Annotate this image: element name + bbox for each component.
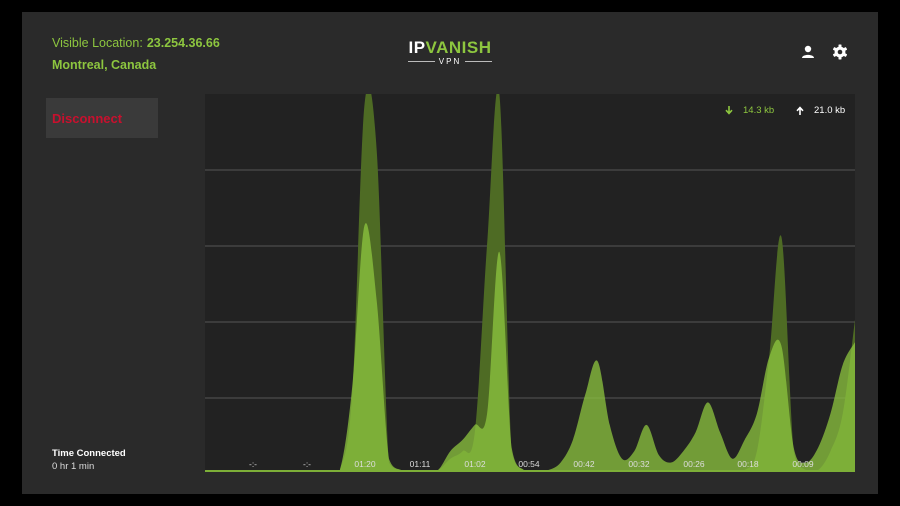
traffic-graph: -:- -:- 01:20 01:11 01:02 00:54 00:42 00:32 00:2… xyxy=(205,94,855,472)
logo-subtitle: VPN xyxy=(438,57,462,66)
app-screen: Visible Location: 23.254.36.66 Montreal, … xyxy=(22,12,878,494)
x-tick-label: 00:32 xyxy=(628,459,650,469)
x-tick-label: -:- xyxy=(303,459,311,469)
upload-amount: 21.0 kb xyxy=(814,105,846,116)
visible-location-label: Visible Location: xyxy=(52,36,143,50)
x-tick-label: 00:18 xyxy=(737,459,759,469)
download-legend: 14.3 kb xyxy=(725,105,774,116)
logo-wordmark: IPVANISH xyxy=(408,38,492,57)
traffic-chart: -:- -:- 01:20 01:11 01:02 00:54 00:42 00:32 00:2… xyxy=(205,94,855,472)
arrow-down-icon xyxy=(725,106,733,115)
visible-city: Montreal, Canada xyxy=(52,58,157,72)
time-connected-label: Time Connected xyxy=(52,448,126,459)
x-tick-label: 01:20 xyxy=(354,459,376,469)
user-icon[interactable] xyxy=(800,44,816,60)
time-connected-value: 0 hr 1 min xyxy=(52,461,95,472)
x-tick-label: 00:09 xyxy=(792,459,814,469)
upload-legend: 21.0 kb xyxy=(796,105,845,116)
x-tick-label: 00:26 xyxy=(683,459,705,469)
ipvanish-logo: IPVANISH VPN xyxy=(408,38,493,66)
x-tick-label: 00:54 xyxy=(518,459,540,469)
arrow-up-icon xyxy=(796,106,804,115)
gear-icon[interactable] xyxy=(832,44,848,60)
logo-rule-left xyxy=(408,61,435,62)
x-tick-label: 00:42 xyxy=(573,459,595,469)
visible-location: Visible Location: 23.254.36.66 xyxy=(52,36,220,50)
download-amount: 14.3 kb xyxy=(743,105,775,116)
x-tick-label: -:- xyxy=(249,459,257,469)
x-tick-label: 01:02 xyxy=(464,459,486,469)
logo-rule-right xyxy=(465,61,493,62)
x-tick-label: 01:11 xyxy=(410,459,431,469)
visible-ip: 23.254.36.66 xyxy=(146,36,220,50)
disconnect-button[interactable]: Disconnect xyxy=(46,98,158,138)
series-area-2 xyxy=(205,223,855,472)
